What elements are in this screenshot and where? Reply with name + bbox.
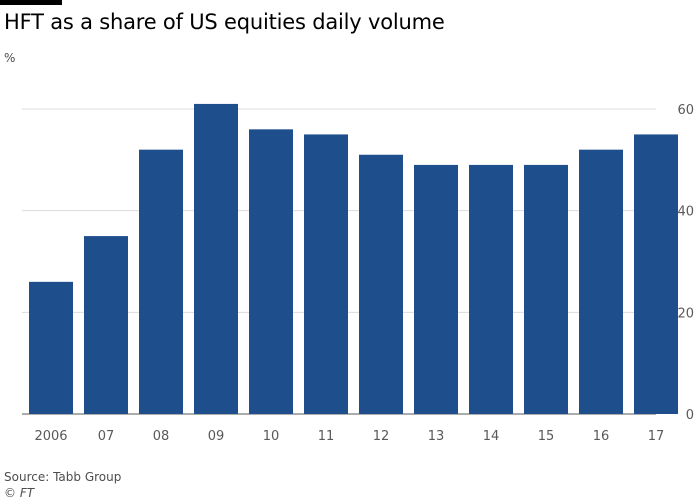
- bar-11: [304, 134, 348, 414]
- bars: [29, 103, 678, 415]
- x-tick-label: 2006: [34, 429, 67, 444]
- bar-12: [359, 154, 403, 414]
- bar-09: [194, 103, 238, 415]
- bar-13: [414, 164, 458, 414]
- bar-2006: [29, 281, 73, 414]
- y-tick-label: 40: [677, 205, 694, 220]
- x-tick-labels: 2006 07 08 09 10 11 12 13 14 15 16 17: [34, 429, 664, 444]
- x-tick-label: 13: [428, 429, 445, 444]
- bar-14: [469, 164, 513, 414]
- x-tick-label: 11: [318, 429, 335, 444]
- bar-15: [524, 164, 568, 414]
- bar-16: [579, 149, 623, 414]
- x-tick-label: 09: [208, 429, 225, 444]
- x-tick-label: 08: [153, 429, 170, 444]
- source-note: Source: Tabb Group: [4, 470, 122, 484]
- x-tick-label: 12: [373, 429, 390, 444]
- y-tick-labels: 0 20 40 60: [677, 103, 694, 423]
- x-tick-label: 17: [648, 429, 665, 444]
- x-tick-label: 10: [263, 429, 280, 444]
- top-accent-bar: [0, 0, 62, 5]
- y-axis-unit-label: %: [4, 51, 16, 65]
- x-tick-label: 07: [98, 429, 115, 444]
- ft-credit: © FT: [4, 486, 35, 500]
- y-tick-label: 60: [677, 103, 694, 118]
- bar-08: [139, 149, 183, 414]
- y-tick-label: 20: [677, 306, 694, 321]
- x-tick-label: 14: [483, 429, 500, 444]
- x-tick-label: 16: [593, 429, 610, 444]
- x-tick-label: 15: [538, 429, 555, 444]
- chart-title: HFT as a share of US equities daily volu…: [4, 10, 445, 34]
- y-tick-label: 0: [686, 408, 694, 423]
- bar-07: [84, 236, 128, 414]
- bar-10: [249, 129, 293, 415]
- bar-17: [634, 134, 678, 414]
